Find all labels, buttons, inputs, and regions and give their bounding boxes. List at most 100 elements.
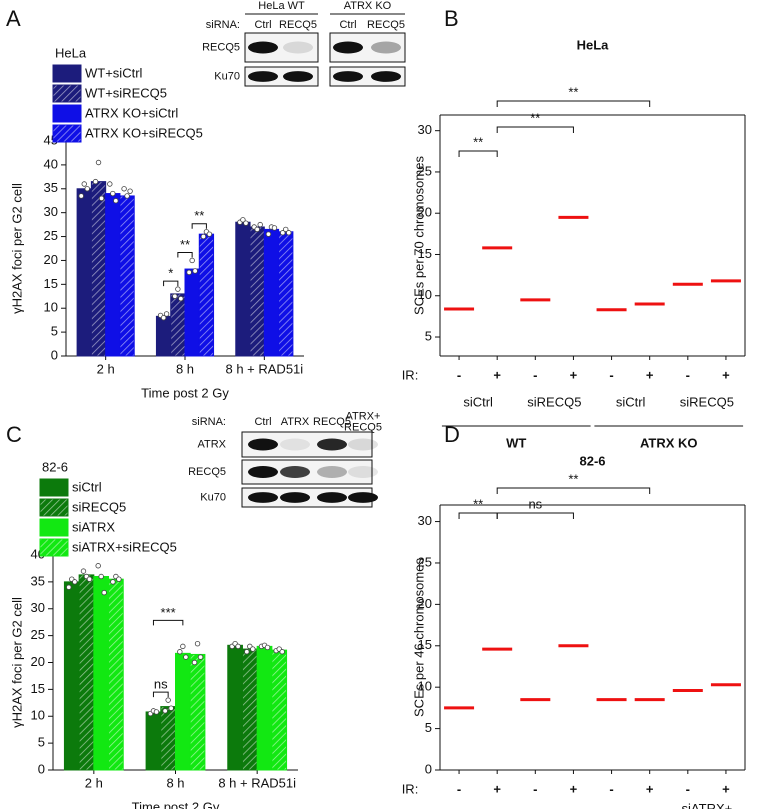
blot-lane-label: ATRX [281,416,310,428]
significance-bracket [496,100,651,107]
data-point [95,159,102,166]
ir-label: - [609,367,613,382]
data-point [80,568,87,574]
data-point [180,643,186,650]
data-point [191,659,198,666]
legend-label: siRECQ5 [72,499,126,514]
y-tick-label: 35 [31,573,45,588]
data-point [200,233,207,240]
bar [189,653,206,771]
blot-row-label: ATRX [197,438,226,450]
data-point [178,295,184,302]
y-tick-label: 15 [418,246,432,261]
chart-title: HeLa [577,37,610,52]
y-tick-label: 30 [31,600,45,615]
data-point [235,643,241,650]
x-axis-title: Time post 2 Gy [141,385,229,400]
data-point [254,226,260,233]
legend-swatch [52,84,82,103]
data-point [101,589,107,596]
data-point [271,225,278,231]
bar [227,644,243,771]
blot-band [283,71,313,82]
bar [256,645,273,771]
significance-label: ** [568,84,578,99]
y-tick-label: 5 [51,324,58,339]
data-point [162,708,168,714]
data-point [98,573,104,580]
x-tick-label: 2 h [85,775,103,790]
blot-band [348,492,378,503]
y-tick-label: 15 [418,637,432,652]
data-point [95,563,101,569]
data-point [84,186,90,192]
y-tick-label: 35 [44,180,58,195]
data-point [279,649,285,655]
legend-swatch [39,518,69,537]
blot-band [333,71,363,82]
y-axis-title: SCEs per 46 chromosomes [411,558,426,717]
bar [235,221,251,357]
bar [175,652,191,771]
data-point [244,649,250,655]
ir-label: + [722,781,730,796]
blot-band [280,466,310,478]
legend-title: HeLa [55,45,87,60]
subgroup-label: WT [506,435,526,450]
data-point [280,230,286,236]
ir-label: + [570,367,578,382]
chart-title: 82-6 [579,453,605,468]
y-tick-label: 5 [425,328,432,343]
y-tick-label: 10 [31,708,45,723]
y-tick-label: 15 [31,681,45,696]
significance-bracket [191,223,207,229]
legend-label: WT+siRECQ5 [85,85,167,100]
significance-label: ** [568,471,578,486]
data-point [86,576,93,582]
significance-label: ns [528,496,542,511]
x-tick-label: 2 h [97,361,115,376]
x-tick-label: 8 h [176,361,194,376]
bar [76,188,92,357]
data-point [116,576,122,582]
data-point [124,193,130,199]
blot-row-label: RECQ5 [188,466,226,478]
legend-swatch [39,498,69,517]
data-point [66,584,72,590]
blot-lane-label: RECQ5 [313,416,351,428]
ir-label: + [493,781,501,796]
y-tick-label: 10 [418,679,432,694]
significance-bracket [163,280,179,287]
data-point [175,286,181,292]
significance-label: * [168,266,173,281]
y-tick-label: 0 [425,761,432,776]
blot-lane-label: Ctrl [339,19,356,31]
x-axis-title: Time post 2 Gy [132,799,220,809]
y-axis-title: γH2AX foci per G2 cell [9,597,24,728]
data-point [283,226,289,233]
blot-band [348,466,378,478]
blot-band [248,71,278,82]
legend-swatch [39,538,69,557]
bar [90,181,107,357]
data-point [243,220,249,226]
ir-title: IR: [402,781,419,796]
ir-label: - [533,781,537,796]
blot-band [348,438,378,451]
panel-letter: B [444,6,459,31]
data-point [186,269,192,276]
significance-label: ** [194,208,204,223]
legend-label: siATRX [72,519,115,534]
blot-band [333,41,363,54]
blot-lane-label: Ctrl [254,19,271,31]
ir-title: IR: [402,367,419,382]
legend-swatch [39,478,69,497]
x-tick-label: 8 h + RAD51i [218,775,296,790]
data-point [177,649,183,655]
y-tick-label: 25 [31,627,45,642]
legend-swatch [52,64,82,83]
y-tick-label: 10 [418,287,432,302]
y-tick-label: 20 [44,252,58,267]
legend-swatch [52,124,82,143]
